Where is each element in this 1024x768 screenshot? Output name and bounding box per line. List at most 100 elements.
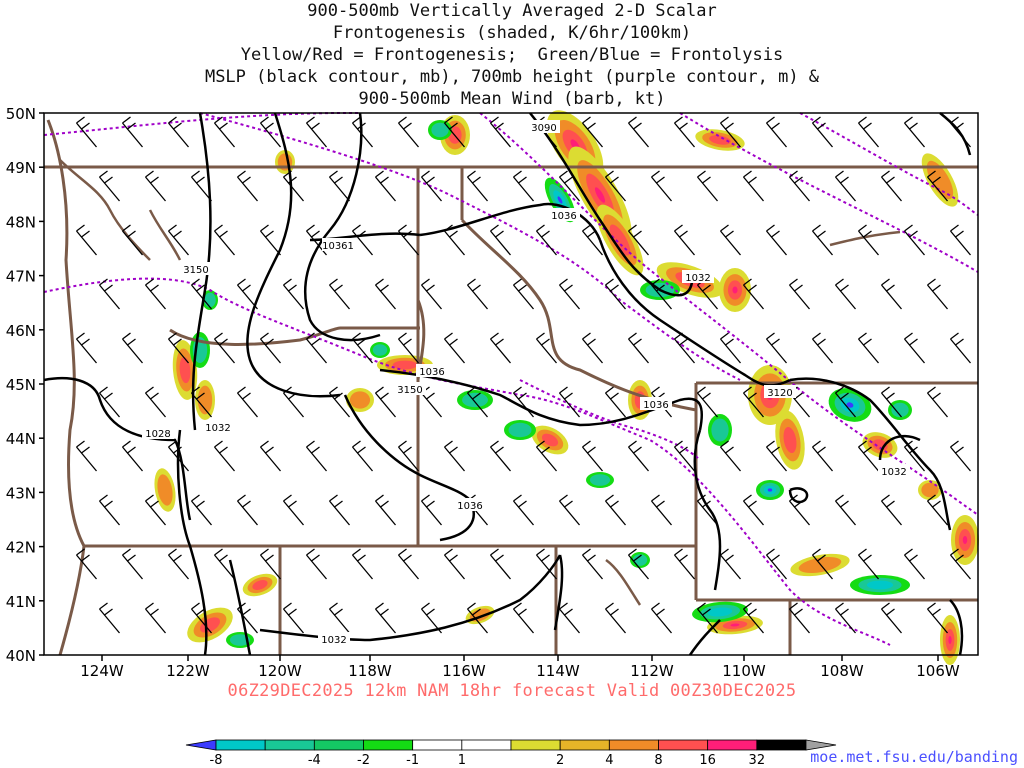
barb-flag bbox=[656, 608, 665, 616]
wind-barb bbox=[99, 602, 120, 634]
barb-shaft bbox=[191, 392, 212, 418]
barb-flag bbox=[702, 284, 711, 292]
barb-flag bbox=[771, 554, 780, 562]
barb-shaft bbox=[674, 554, 695, 580]
barb-flag bbox=[564, 176, 573, 184]
mslp-contour bbox=[228, 559, 252, 656]
barb-flag bbox=[334, 392, 343, 400]
barb-shaft bbox=[582, 446, 603, 472]
barb-shaft bbox=[490, 446, 511, 472]
barb-flag bbox=[628, 224, 637, 232]
barb-shaft bbox=[605, 176, 626, 202]
barb-shaft bbox=[950, 338, 971, 364]
barb-flag bbox=[168, 332, 177, 340]
barb-flag bbox=[81, 338, 90, 346]
fg-band-band bbox=[392, 360, 418, 370]
fg-band bbox=[154, 468, 176, 512]
wind-barb bbox=[444, 116, 465, 148]
barb-flag bbox=[863, 446, 872, 454]
wind-barb bbox=[605, 170, 626, 202]
barb-shaft bbox=[99, 608, 120, 634]
wind-barb bbox=[444, 548, 465, 580]
barb-flag bbox=[559, 602, 568, 610]
barb-flag bbox=[191, 170, 200, 178]
wind-barb bbox=[950, 548, 971, 580]
barb-shaft bbox=[99, 392, 120, 418]
colorbar-segment bbox=[707, 739, 758, 751]
wind-barb bbox=[904, 116, 925, 148]
barb-flag bbox=[743, 170, 752, 178]
mslp-contour bbox=[343, 394, 471, 501]
contour-label: 1028 bbox=[145, 429, 170, 440]
barb-shaft bbox=[76, 122, 97, 148]
barb-flag bbox=[495, 554, 504, 562]
wind-barb bbox=[582, 116, 603, 148]
lon-label: 124W bbox=[80, 662, 124, 680]
barb-shaft bbox=[927, 608, 948, 634]
barb-shaft bbox=[444, 446, 465, 472]
wind-barb bbox=[835, 602, 856, 634]
barb-flag bbox=[743, 494, 752, 502]
barb-flag bbox=[651, 494, 660, 502]
barb-flag bbox=[168, 440, 177, 448]
colorbar-label: -2 bbox=[357, 753, 370, 768]
coastline bbox=[148, 209, 182, 261]
barb-flag bbox=[518, 392, 527, 400]
barb-flag bbox=[536, 332, 545, 340]
barb-flag bbox=[311, 122, 320, 130]
mslp-contour bbox=[529, 112, 694, 297]
colorbar-segment bbox=[264, 739, 315, 751]
barb-shaft bbox=[674, 122, 695, 148]
barb-flag bbox=[794, 608, 803, 616]
wind-barb bbox=[306, 440, 327, 472]
barb-flag bbox=[426, 608, 435, 616]
barb-flag bbox=[191, 386, 200, 394]
barb-flag bbox=[927, 278, 936, 286]
fg-band-band bbox=[197, 385, 213, 415]
barb-flag bbox=[697, 494, 706, 502]
fl-band-band bbox=[866, 580, 894, 590]
barb-flag bbox=[306, 440, 315, 448]
lat-label: 44N bbox=[6, 430, 36, 448]
wind-barb bbox=[766, 548, 787, 580]
barb-flag bbox=[219, 122, 228, 130]
lon-label: 116W bbox=[442, 662, 486, 680]
wind-barb bbox=[283, 278, 304, 310]
barb-flag bbox=[260, 332, 269, 340]
lon-label: 108W bbox=[820, 662, 864, 680]
lon-label: 120W bbox=[258, 662, 302, 680]
barb-flag bbox=[76, 224, 85, 232]
contour-label-bg bbox=[454, 498, 486, 511]
barb-flag bbox=[260, 116, 269, 124]
wind-barb bbox=[398, 224, 419, 256]
barb-flag bbox=[495, 338, 504, 346]
wind-barb bbox=[766, 332, 787, 364]
barb-flag bbox=[950, 440, 959, 448]
wind-barb bbox=[628, 116, 649, 148]
fg-band-band bbox=[157, 474, 173, 506]
wind-barb bbox=[260, 548, 281, 580]
wind-barb bbox=[628, 224, 649, 256]
wind-barb bbox=[559, 602, 580, 634]
barb-flag bbox=[794, 500, 803, 508]
wind-barb bbox=[145, 278, 166, 310]
barb-flag bbox=[329, 494, 338, 502]
wind-barb bbox=[352, 224, 373, 256]
contour-label-bg bbox=[416, 364, 448, 377]
barb-flag bbox=[237, 386, 246, 394]
barb-shaft bbox=[881, 284, 902, 310]
colorbar: -8 -4 -2 -1 1 2 4 8 16 32 bbox=[185, 739, 837, 768]
barb-flag bbox=[99, 602, 108, 610]
barb-flag bbox=[587, 446, 596, 454]
barb-flag bbox=[927, 494, 936, 502]
barb-shaft bbox=[720, 122, 741, 148]
wind-barb bbox=[835, 170, 856, 202]
barb-flag bbox=[352, 332, 361, 340]
barb-flag bbox=[76, 440, 85, 448]
barb-flag bbox=[122, 548, 131, 556]
mslp-contours bbox=[43, 112, 972, 656]
barb-flag bbox=[173, 554, 182, 562]
barb-flag bbox=[472, 608, 481, 616]
fg-band-band bbox=[732, 286, 738, 294]
barb-flag bbox=[449, 554, 458, 562]
